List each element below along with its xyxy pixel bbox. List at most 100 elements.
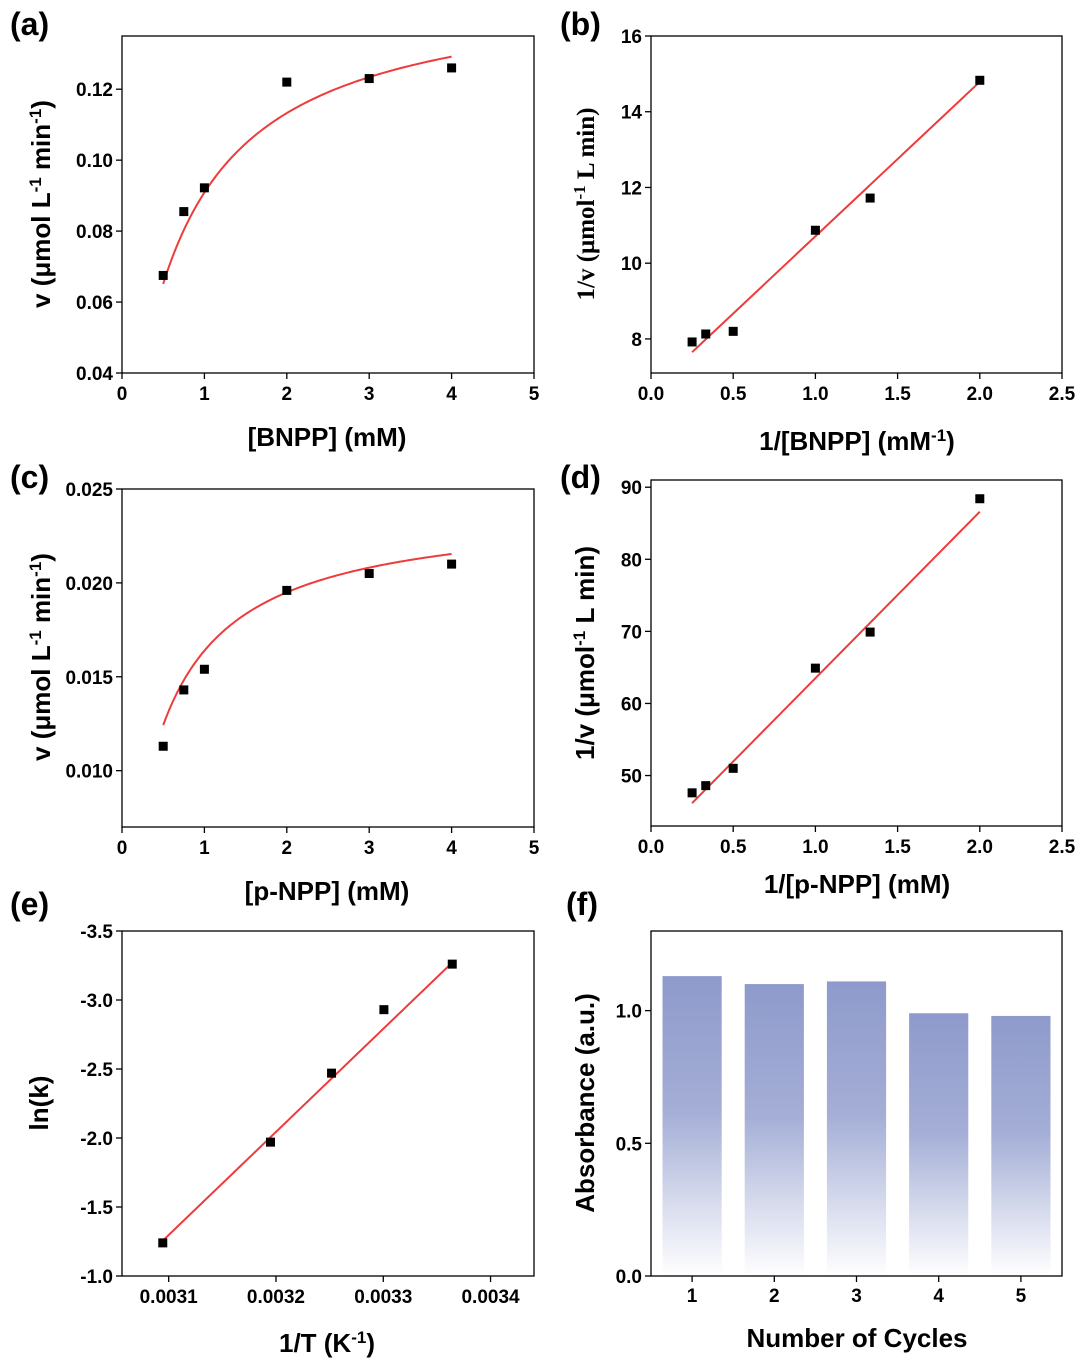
y-tick-label: 14 [621,103,643,124]
data-point [447,959,457,969]
plot-frame-e [121,930,535,1277]
y-tick-label: 70 [621,622,642,643]
panel-label-a: (a) [10,6,49,42]
fit-line [162,961,453,1242]
data-point [158,1238,168,1248]
plot-frame-a [121,35,535,374]
data-point [199,183,209,193]
data-point [975,494,985,504]
bar-cycle-4 [909,1013,969,1276]
data-point [158,270,168,280]
x-tick-label: 1 [687,1286,698,1307]
x-axis-label-e: 1/T (K-1) [279,1328,375,1359]
x-tick-label: 2 [282,838,293,859]
data-point [179,685,189,695]
x-tick-label: 0.5 [720,384,747,405]
x-tick-label: 5 [1016,1286,1027,1307]
data-point [687,788,697,798]
panel-a: (a) 0 1 2 3 4 5 0.04 0.06 0.08 0.10 0.12 [BNPP] (m… [10,6,540,452]
x-tick-label: 2 [769,1286,780,1307]
x-tick-label: 3 [851,1286,862,1307]
data-point [447,559,457,569]
x-tick-label: 1 [199,838,210,859]
data-point [728,326,738,336]
data-point [701,329,711,339]
x-tick-label: 2.0 [967,384,993,405]
data-point [865,193,875,203]
x-tick-label: 4 [446,838,457,859]
x-tick-label: 1.5 [884,837,911,858]
x-tick-label: 2 [282,384,293,405]
panel-d: (d) 0.0 0.5 1.0 1.5 2.0 2.5 50 60 70 80 90 1/[p-NP… [560,459,1076,899]
y-tick-label: 50 [621,767,642,788]
x-tick-label: 0.0032 [247,1287,305,1308]
panel-label-c: (c) [10,459,49,495]
y-axis-label-a: v (μmol L-1 min-1) [26,100,57,308]
y-tick-label: 80 [621,550,642,571]
y-tick-label: -2.5 [80,1060,113,1081]
data-point [379,1005,389,1015]
y-tick-label: 90 [621,478,642,499]
y-axis-label-c: v (μmol L-1 min-1) [26,553,57,761]
fit-line [691,81,981,353]
x-tick-label: 1.0 [802,837,828,858]
panel-label-b: (b) [560,6,601,42]
panel-label-d: (d) [560,459,601,495]
bar-cycle-5 [991,1015,1051,1276]
panel-label-f: (f) [566,886,598,922]
data-point [179,207,189,217]
x-tick-label: 2.5 [1049,837,1076,858]
data-point [282,77,292,87]
y-tick-label: -2.0 [80,1129,113,1150]
y-tick-label: -1.0 [80,1267,113,1288]
x-tick-label: 0.5 [720,837,747,858]
data-point [701,781,711,791]
x-tick-label: 1.0 [802,384,828,405]
panel-label-e: (e) [10,886,49,922]
y-tick-label: 0.04 [76,364,113,385]
fit-line [691,511,981,804]
y-tick-label: 0.08 [76,222,113,243]
y-tick-label: 0.010 [65,762,113,783]
data-point [158,741,168,751]
bar-cycle-1 [662,976,722,1276]
panel-f: (f) 1 2 3 4 5 0.0 0.5 1.0 Number of Cycles Abso… [566,886,1063,1353]
y-tick-label: 0.025 [65,480,113,501]
x-tick-label: 0.0031 [140,1287,199,1308]
fit-line [162,55,452,285]
data-point [364,569,374,578]
bar-cycle-2 [744,984,804,1276]
y-tick-label: 10 [621,254,642,275]
data-point [327,1068,337,1078]
x-tick-label: 3 [364,384,375,405]
y-axis-label-e: ln(k) [24,1076,54,1131]
plot-frame-b [650,35,1063,374]
x-tick-label: 1.5 [884,384,911,405]
y-tick-label: 12 [621,178,642,199]
x-tick-label: 4 [446,384,457,405]
x-axis-label-a: [BNPP] (mM) [248,422,407,452]
panel-e: (e) 0.0031 0.0032 0.0033 0.0034 -1.0 -1.5 -2.0… [10,886,535,1359]
data-point [975,75,985,85]
y-tick-label: -3.5 [80,922,113,943]
y-tick-label: -1.5 [80,1198,113,1219]
x-axis-label-d: 1/[p-NPP] (mM) [764,869,950,899]
y-tick-label: 0.0 [616,1267,642,1288]
y-tick-label: 0.015 [65,668,113,689]
data-point [865,627,875,637]
x-tick-label: 3 [364,838,375,859]
y-tick-label: 16 [621,27,642,48]
y-axis-label-f: Absorbance (a.u.) [570,993,600,1213]
x-tick-label: 1 [199,384,210,405]
y-tick-label: 1.0 [616,1002,642,1023]
y-tick-label: 0.5 [616,1134,643,1155]
y-tick-label: 60 [621,694,642,715]
data-point [687,337,697,347]
y-tick-label: 0.12 [76,80,113,101]
x-tick-label: 0.0 [638,384,664,405]
y-tick-label: 0.06 [76,293,113,314]
data-point [447,63,457,73]
x-tick-label: 5 [529,838,540,859]
panel-c: (c) 0 1 2 3 4 5 0.010 0.015 0.020 0.025 [p-NPP] (… [10,459,540,906]
